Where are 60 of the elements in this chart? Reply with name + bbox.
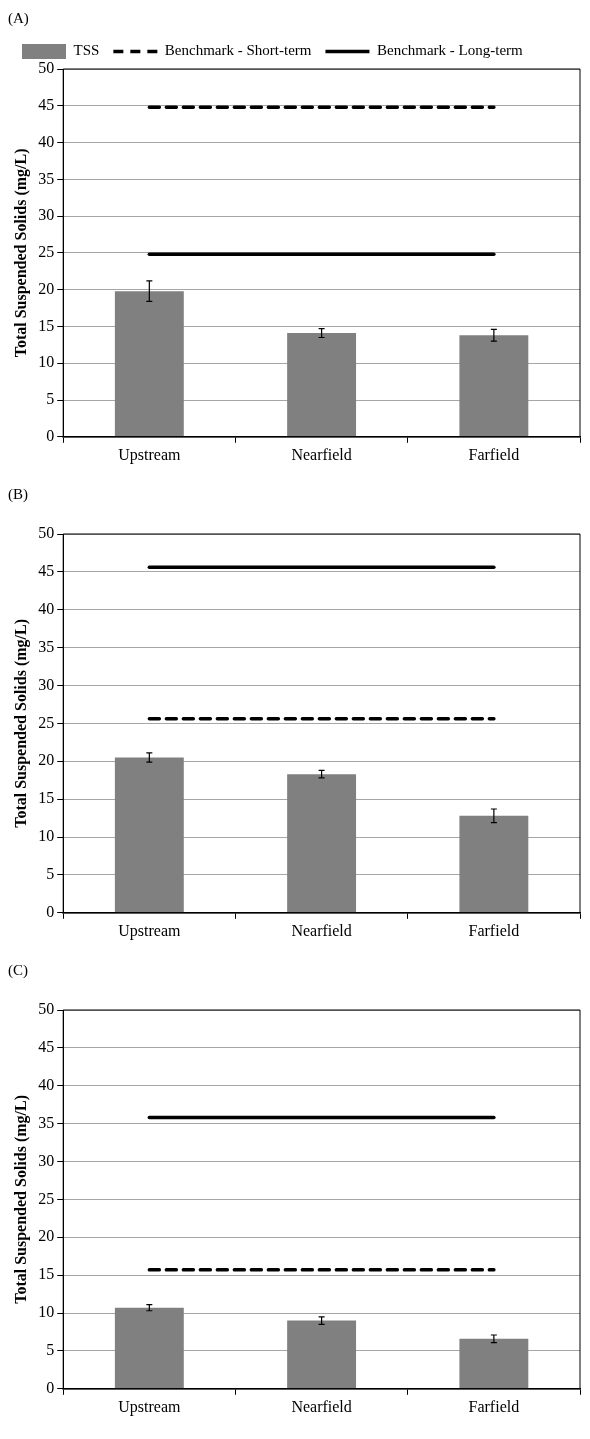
y-tick-label: 20: [38, 1227, 55, 1245]
x-tick-label: Nearfield: [291, 1397, 352, 1415]
legend-label: TSS: [73, 42, 100, 59]
bar: [459, 815, 529, 913]
y-tick-label: 30: [38, 1151, 55, 1169]
chart-title: (C): [8, 961, 28, 979]
y-tick-label: 0: [46, 903, 55, 920]
bar: [459, 335, 529, 437]
y-tick-label: 5: [46, 865, 55, 883]
y-tick-label: 50: [38, 59, 55, 77]
y-tick-label: 25: [38, 713, 55, 731]
y-tick-label: 10: [38, 827, 55, 845]
y-axis-title: Total Suspended Solids (mg/L): [11, 618, 30, 828]
bar: [114, 757, 184, 913]
bar: [114, 1307, 184, 1389]
y-tick-label: 45: [38, 95, 55, 113]
y-tick-label: 30: [38, 206, 55, 224]
bar: [287, 774, 357, 913]
y-tick-label: 40: [38, 1075, 55, 1093]
y-tick-label: 50: [38, 1000, 55, 1018]
y-tick-label: 25: [38, 243, 55, 261]
y-tick-label: 5: [46, 390, 55, 408]
y-tick-label: 0: [46, 1379, 55, 1396]
y-tick-label: 40: [38, 599, 55, 617]
y-tick-label: 0: [46, 427, 55, 444]
bar: [114, 291, 184, 437]
y-tick-label: 30: [38, 675, 55, 693]
x-tick-label: Upstream: [118, 1397, 181, 1416]
legend-label: Benchmark - Long-term: [376, 42, 524, 59]
y-axis-title: Total Suspended Solids (mg/L): [11, 148, 30, 358]
y-tick-label: 15: [38, 1265, 55, 1283]
y-tick-label: 50: [38, 524, 55, 542]
bar: [287, 1320, 357, 1389]
x-tick-label: Nearfield: [291, 921, 352, 939]
y-tick-label: 10: [38, 1303, 55, 1321]
x-tick-label: Nearfield: [291, 445, 352, 463]
chart-title: (B): [8, 485, 28, 503]
y-tick-label: 5: [46, 1341, 55, 1359]
y-tick-label: 45: [38, 1038, 55, 1056]
y-axis-title: Total Suspended Solids (mg/L): [11, 1094, 30, 1304]
x-tick-label: Upstream: [118, 921, 181, 940]
y-tick-label: 35: [38, 169, 55, 187]
y-tick-label: 40: [38, 132, 55, 150]
y-tick-label: 10: [38, 353, 55, 371]
y-tick-label: 25: [38, 1189, 55, 1207]
y-tick-label: 15: [38, 316, 55, 334]
x-tick-label: Farfield: [468, 1397, 520, 1415]
x-tick-label: Farfield: [468, 445, 520, 463]
chart-title: (A): [8, 9, 29, 27]
x-tick-label: Upstream: [118, 445, 181, 464]
x-tick-label: Farfield: [468, 921, 520, 939]
y-tick-label: 35: [38, 1113, 55, 1131]
y-tick-label: 45: [38, 562, 55, 580]
y-tick-label: 15: [38, 789, 55, 807]
bar: [287, 333, 357, 437]
y-tick-label: 20: [38, 751, 55, 769]
bar: [459, 1338, 529, 1389]
legend-label: Benchmark - Short-term: [164, 42, 312, 59]
y-tick-label: 20: [38, 279, 55, 297]
y-tick-label: 35: [38, 637, 55, 655]
